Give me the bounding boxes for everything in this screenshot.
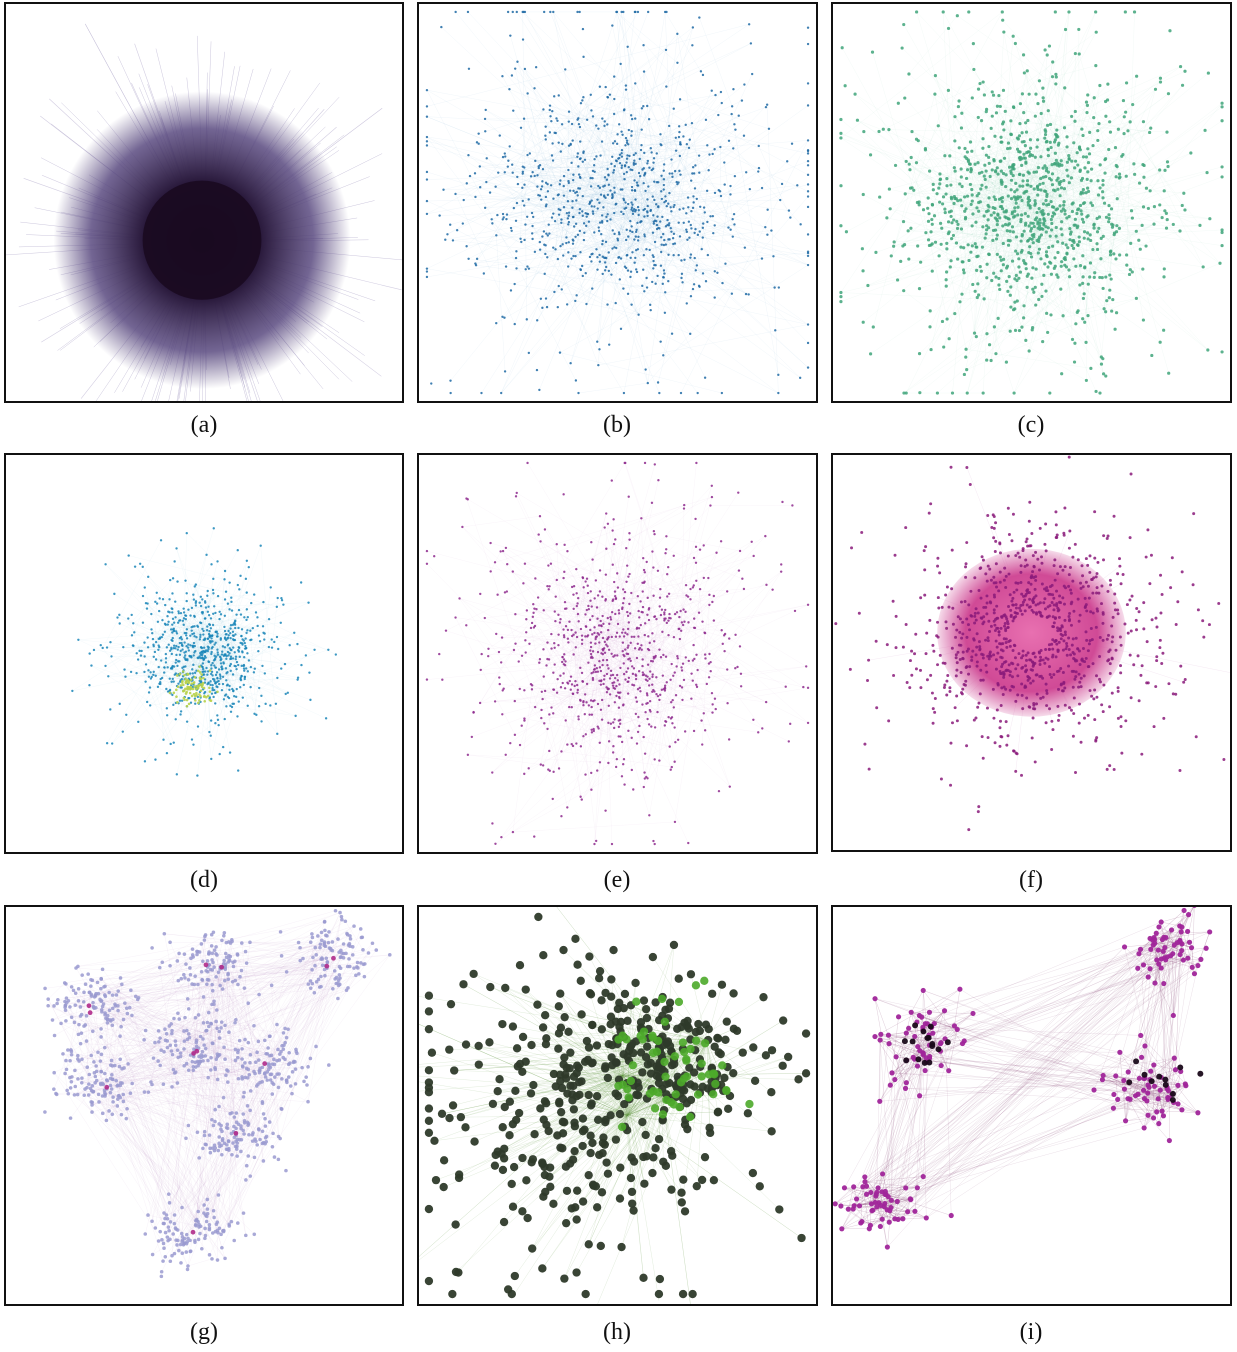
network-graph-e [425,461,810,846]
nodes [424,912,811,1299]
network-graph-h [419,907,811,1304]
panel-b [417,2,818,403]
nodes [839,10,1224,395]
caption-b: (b) [603,412,631,438]
nodes [53,91,351,390]
caption-c: (c) [1017,412,1045,438]
caption-f: (f) [1019,867,1043,893]
panel-f [831,453,1232,852]
network-graph-d [71,527,338,777]
network-graph-g [43,908,392,1279]
caption-a: (a) [190,412,218,438]
panel-g [4,905,404,1306]
caption-h: (h) [603,1319,631,1345]
network-graph-f [834,455,1230,832]
panel-c [831,2,1232,403]
network-graph-a [6,23,402,401]
caption-g: (g) [190,1319,218,1345]
network-graph-c [839,10,1224,395]
caption-d: (d) [190,867,218,893]
nodes [425,461,810,846]
panel-a [4,2,404,403]
nodes [71,527,338,777]
network-graph-b [425,10,810,395]
edges [840,11,1223,394]
edges [426,462,809,845]
nodes [834,455,1226,832]
caption-e: (e) [603,867,631,893]
nodes [833,907,1213,1250]
nodes [43,908,392,1279]
nodes [425,10,810,395]
panel-i [831,905,1232,1306]
caption-i: (i) [1019,1319,1043,1345]
edges [426,11,809,394]
edges [45,910,390,1272]
panel-h [417,905,818,1306]
edges [835,907,1210,1248]
panel-e [417,453,818,854]
network-graph-i [833,907,1213,1250]
panel-d [4,453,404,854]
